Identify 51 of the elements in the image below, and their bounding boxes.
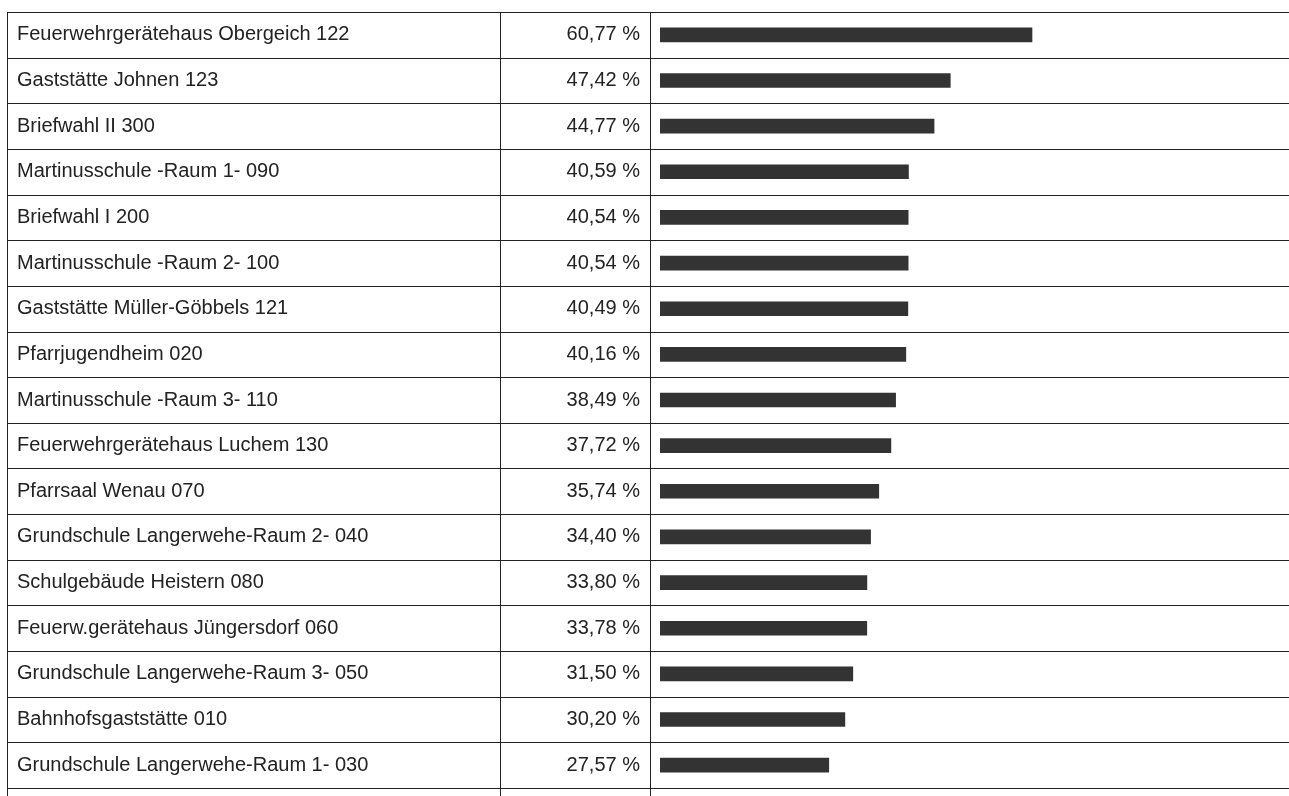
bar (660, 255, 909, 271)
y-tick-label: Martinusschule -Raum 1- 090 (17, 159, 280, 182)
y-tick-label: Pfarrsaal Wenau 070 (17, 478, 205, 501)
bar (660, 757, 830, 773)
bar (660, 27, 1033, 43)
y-tick-label: Gaststätte Johnen 123 (17, 67, 219, 90)
y-tick-label: Gaststätte Müller-Göbbels 121 (17, 296, 289, 319)
y-tick-label: Briefwahl II 300 (17, 113, 155, 136)
data-label: 40,54 % (566, 250, 641, 273)
data-label: 47,42 % (566, 67, 641, 90)
bar (660, 712, 846, 727)
y-tick-label: Martinusschule -Raum 2- 100 (17, 250, 280, 273)
data-label: 31,50 % (566, 661, 641, 684)
y-tick-label: Martinusschule -Raum 3- 110 (17, 387, 278, 410)
data-label: 33,78 % (566, 615, 641, 638)
bar (660, 301, 909, 317)
y-tick-label: Grundschule Langerwehe-Raum 2- 040 (17, 524, 369, 547)
data-label: 60,77 % (566, 22, 641, 45)
y-tick-label: Grundschule Langerwehe-Raum 1- 030 (17, 752, 369, 775)
bar (660, 575, 868, 590)
y-tick-label: Bahnhofsgaststätte 010 (17, 707, 228, 730)
bar (660, 73, 951, 88)
data-label: 27,57 % (566, 752, 641, 775)
data-label: 40,16 % (566, 341, 641, 364)
bar (660, 666, 854, 682)
bar (660, 164, 909, 180)
bar (660, 483, 880, 499)
bar (660, 347, 907, 362)
data-label: 40,49 % (566, 296, 641, 319)
data-label: 40,54 % (566, 204, 641, 227)
bar (660, 620, 868, 636)
bar (660, 392, 896, 408)
data-label: 35,74 % (566, 478, 641, 501)
bar (660, 210, 909, 225)
y-tick-label: Briefwahl I 200 (17, 204, 150, 227)
y-tick-label: Feuerwehrgerätehaus Obergeich 122 (17, 22, 350, 45)
data-label: 30,20 % (566, 707, 641, 730)
bar (660, 438, 892, 453)
data-label: 33,80 % (566, 570, 641, 593)
y-tick-label: Grundschule Langerwehe-Raum 3- 050 (17, 661, 369, 684)
y-tick-label: Pfarrjugendheim 020 (17, 341, 203, 364)
y-tick-label: Schulgebäude Heistern 080 (17, 570, 264, 593)
data-label: 40,59 % (566, 159, 641, 182)
y-tick-label: Feuerwehrgerätehaus Luchem 130 (17, 433, 329, 456)
data-label: 38,49 % (566, 387, 641, 410)
bar (660, 529, 871, 545)
data-label: 34,40 % (566, 524, 641, 547)
bar (660, 118, 935, 134)
data-label: 37,72 % (566, 433, 641, 456)
data-label: 44,77 % (566, 113, 641, 136)
y-tick-label: Feuerw.gerätehaus Jüngersdorf 060 (17, 615, 339, 638)
